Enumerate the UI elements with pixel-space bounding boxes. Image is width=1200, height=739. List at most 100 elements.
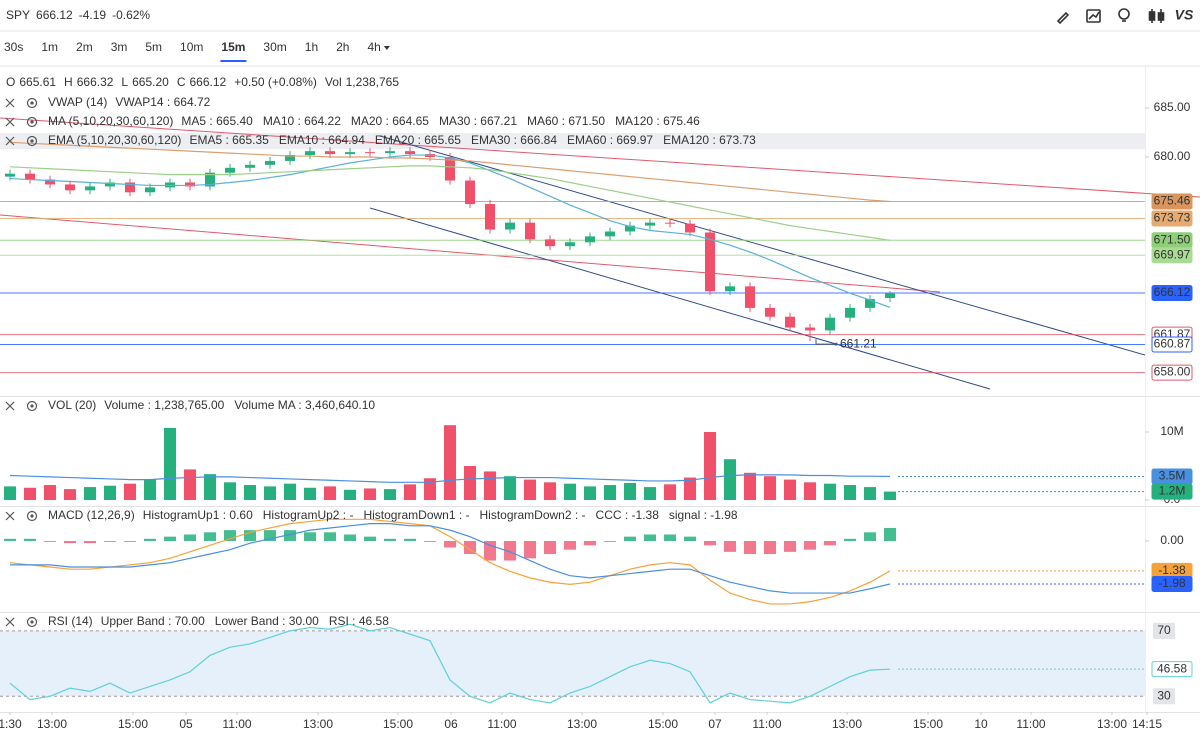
- visibility-icon[interactable]: [26, 510, 38, 522]
- last-price: 666.12: [36, 8, 73, 22]
- indicator-value: EMA60 : 669.97: [567, 133, 653, 147]
- y-tick-label: 680.00: [1154, 149, 1191, 163]
- price-tag-label: 666.12: [1154, 285, 1191, 299]
- volume-bar: [424, 478, 436, 500]
- visibility-icon[interactable]: [26, 116, 38, 128]
- volume-bar: [384, 489, 396, 500]
- candle-body: [565, 242, 575, 247]
- visibility-icon-dot: [30, 120, 34, 124]
- price-tag: [1151, 285, 1193, 302]
- candle-body: [125, 182, 135, 193]
- candle-body: [205, 172, 215, 187]
- y-tick-label: 70: [1157, 623, 1171, 637]
- price-tag: [1151, 364, 1193, 381]
- candle-body: [65, 184, 75, 191]
- chart-icon[interactable]: [1086, 9, 1101, 23]
- vs-button[interactable]: VS: [1175, 7, 1194, 23]
- histogram-bar: [364, 536, 376, 541]
- price-change-pct: -0.62%: [112, 8, 150, 22]
- ohlc-label: L: [121, 75, 128, 89]
- volume-bar: [364, 488, 376, 500]
- timeframe-button[interactable]: 10m: [180, 40, 203, 54]
- histogram-bar: [644, 534, 656, 541]
- indicator-value: EMA20 : 665.65: [375, 133, 461, 147]
- indicator-value: HistogramUp2 : -: [263, 508, 354, 522]
- hide-icon[interactable]: [5, 617, 15, 627]
- timeframe-button[interactable]: 30s: [4, 40, 23, 54]
- volume-bar: [264, 486, 276, 500]
- timeframe-button[interactable]: 15m: [221, 40, 245, 54]
- volume-bar: [304, 487, 316, 500]
- candle-body: [765, 307, 775, 317]
- candle-body: [805, 327, 815, 331]
- bulb-icon[interactable]: [1118, 8, 1130, 20]
- dropdown-arrow: [383, 46, 390, 50]
- x-tick-label: 13:00: [1097, 717, 1127, 731]
- candle-body: [45, 179, 55, 185]
- timeframe-button[interactable]: 2m: [76, 40, 93, 54]
- indicator-name: RSI (14): [48, 614, 93, 628]
- volume-bar: [184, 469, 196, 500]
- histogram-bar: [44, 540, 56, 542]
- hide-icon[interactable]: [5, 98, 15, 108]
- candle-body: [85, 186, 95, 191]
- indicator-value: MA120 : 675.46: [615, 114, 700, 128]
- y-tick-label: 10M: [1160, 424, 1183, 438]
- x-tick-label: 1:30: [0, 717, 22, 731]
- candle-body: [645, 222, 655, 226]
- candle-body: [605, 231, 615, 237]
- timeframe-button[interactable]: 3m: [111, 40, 128, 54]
- volume-bar: [124, 483, 136, 500]
- candle-body: [725, 286, 735, 292]
- indicator-value: HistogramDown1 : -: [363, 508, 469, 522]
- active-underline: [220, 60, 247, 62]
- hide-icon[interactable]: [5, 511, 15, 521]
- volume-bar: [784, 479, 796, 500]
- indicator-value: EMA120 : 673.73: [663, 133, 756, 147]
- timeframe-button[interactable]: 4h: [367, 40, 380, 54]
- x-tick-label: 10: [974, 717, 988, 731]
- visibility-icon[interactable]: [26, 616, 38, 628]
- pencil-icon[interactable]: [1056, 11, 1070, 25]
- visibility-icon[interactable]: [26, 135, 38, 147]
- candle-body: [105, 182, 115, 187]
- histogram-bar: [664, 534, 676, 541]
- timeframe-button[interactable]: 2h: [336, 40, 349, 54]
- histogram-bar: [4, 538, 16, 541]
- histogram-bar: [204, 532, 216, 541]
- price-tag-label: 669.97: [1154, 247, 1191, 261]
- volume-bar: [84, 487, 96, 500]
- candle-icon-body: [1157, 12, 1165, 21]
- candle-body: [625, 225, 635, 232]
- histogram-bar: [544, 540, 556, 555]
- timeframe-button[interactable]: 1h: [305, 40, 318, 54]
- price-tag-label: 660.87: [1154, 337, 1191, 351]
- candle-body: [245, 164, 255, 168]
- visibility-icon[interactable]: [26, 97, 38, 109]
- volume-bar: [224, 482, 236, 500]
- timeframe-button[interactable]: 5m: [145, 40, 162, 54]
- volume-bar: [604, 485, 616, 500]
- indicator-line: [9, 141, 891, 203]
- x-tick-label: 14:15: [1132, 717, 1162, 731]
- visibility-icon[interactable]: [26, 400, 38, 412]
- volume-bar: [344, 489, 356, 500]
- indicator-value: Volume : 1,238,765.00: [104, 398, 224, 412]
- volume-bar: [884, 491, 896, 500]
- hide-icon[interactable]: [5, 401, 15, 411]
- candle-body: [405, 151, 415, 155]
- hide-icon[interactable]: [5, 136, 15, 146]
- volume-bar: [44, 485, 56, 500]
- visibility-icon-dot: [30, 101, 34, 105]
- timeframe-button[interactable]: 1m: [41, 40, 58, 54]
- x-tick-label: 13:00: [832, 717, 862, 731]
- volume-bar: [464, 466, 476, 500]
- volume-bar: [644, 487, 656, 500]
- price-tag-label: -1.98: [1158, 576, 1186, 590]
- timeframe-button[interactable]: 30m: [263, 40, 286, 54]
- price-tag-label: 46.58: [1157, 661, 1187, 675]
- hide-icon[interactable]: [5, 117, 15, 127]
- indicator-name: VWAP (14): [48, 95, 107, 109]
- indicator-value: MA20 : 664.65: [351, 114, 429, 128]
